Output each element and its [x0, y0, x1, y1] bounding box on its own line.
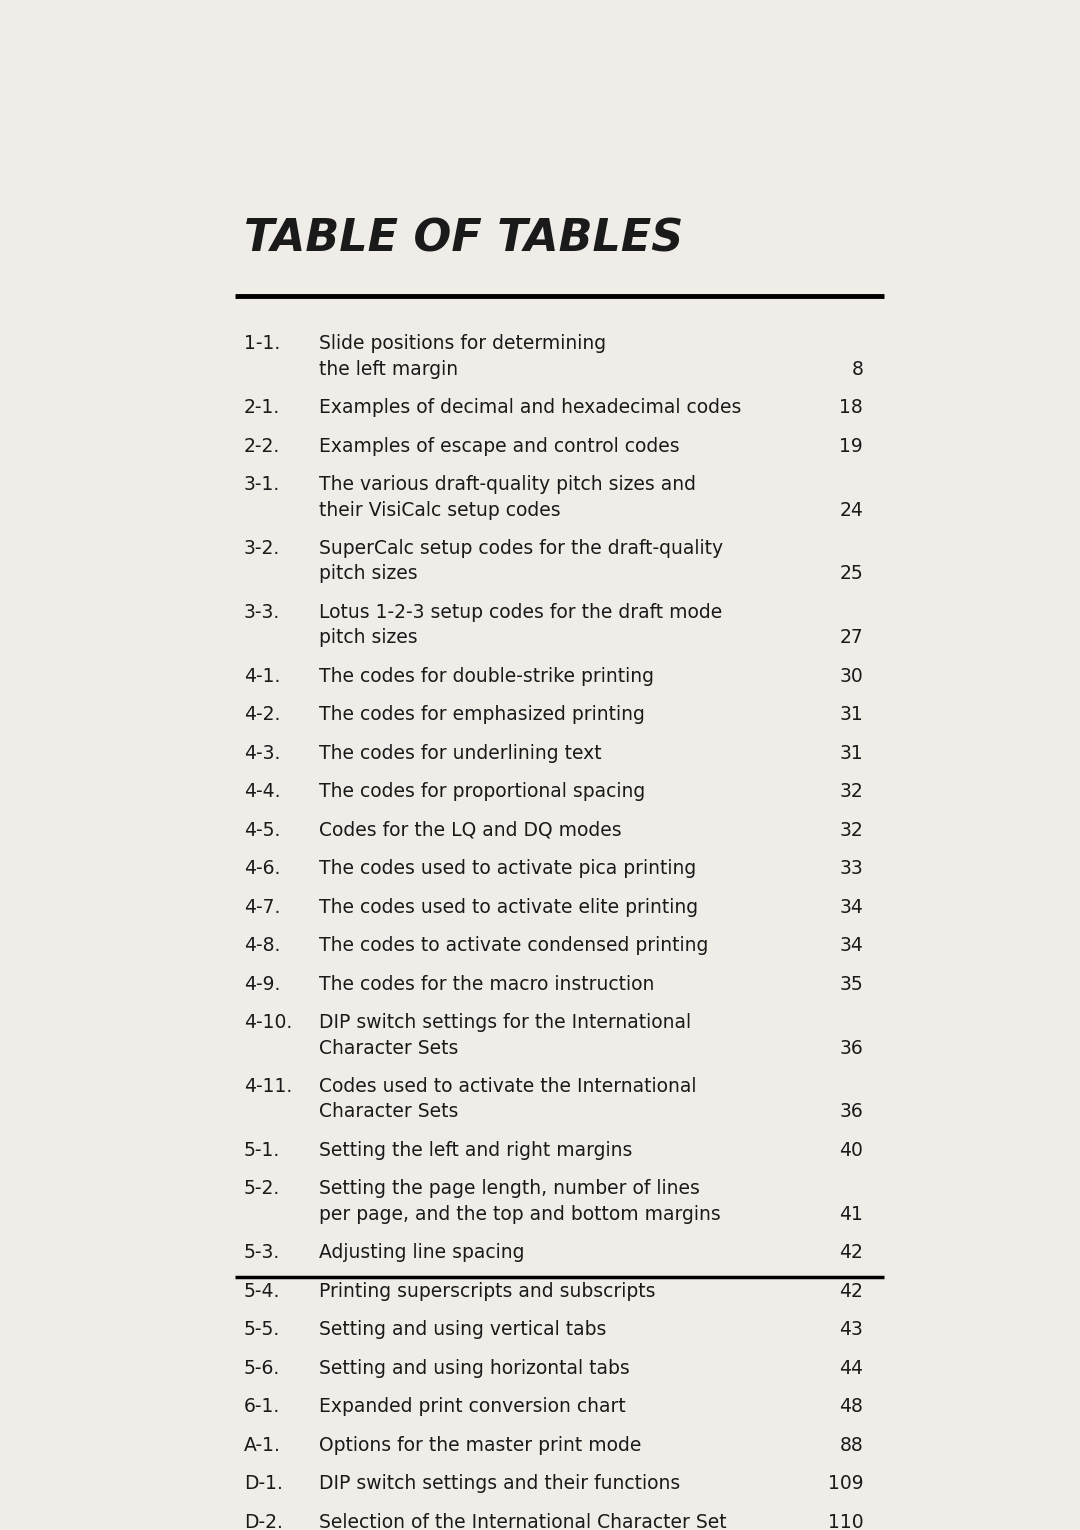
- Text: 19: 19: [839, 436, 863, 456]
- Text: Options for the master print mode: Options for the master print mode: [320, 1435, 642, 1455]
- Text: The codes to activate condensed printing: The codes to activate condensed printing: [320, 936, 708, 955]
- Text: Examples of decimal and hexadecimal codes: Examples of decimal and hexadecimal code…: [320, 398, 742, 418]
- Text: Character Sets: Character Sets: [320, 1039, 459, 1057]
- Text: Codes used to activate the International: Codes used to activate the International: [320, 1077, 697, 1095]
- Text: their VisiCalc setup codes: their VisiCalc setup codes: [320, 500, 561, 520]
- Text: D-1.: D-1.: [244, 1475, 283, 1493]
- Text: 4-8.: 4-8.: [244, 936, 280, 955]
- Text: 4-11.: 4-11.: [244, 1077, 292, 1095]
- Text: the left margin: the left margin: [320, 360, 458, 379]
- Text: D-2.: D-2.: [244, 1513, 283, 1530]
- Text: 41: 41: [839, 1204, 863, 1224]
- Text: 4-7.: 4-7.: [244, 898, 280, 916]
- Text: 5-3.: 5-3.: [244, 1244, 280, 1262]
- Text: DIP switch settings for the International: DIP switch settings for the Internationa…: [320, 1013, 691, 1033]
- Text: 8: 8: [851, 360, 863, 379]
- Text: 34: 34: [839, 936, 863, 955]
- Text: 48: 48: [839, 1397, 863, 1417]
- Text: 5-6.: 5-6.: [244, 1359, 280, 1377]
- Text: The codes used to activate pica printing: The codes used to activate pica printing: [320, 860, 697, 878]
- Text: 44: 44: [839, 1359, 863, 1377]
- Text: 3-3.: 3-3.: [244, 603, 280, 621]
- Text: 32: 32: [839, 782, 863, 802]
- Text: Setting and using horizontal tabs: Setting and using horizontal tabs: [320, 1359, 630, 1377]
- Text: A-1.: A-1.: [244, 1435, 281, 1455]
- Text: 88: 88: [839, 1435, 863, 1455]
- Text: 4-3.: 4-3.: [244, 744, 280, 763]
- Text: pitch sizes: pitch sizes: [320, 565, 418, 583]
- Text: 4-5.: 4-5.: [244, 820, 280, 840]
- Text: Setting and using vertical tabs: Setting and using vertical tabs: [320, 1320, 607, 1339]
- Text: The codes for double-strike printing: The codes for double-strike printing: [320, 667, 654, 685]
- Text: 4-2.: 4-2.: [244, 705, 280, 724]
- Text: Setting the page length, number of lines: Setting the page length, number of lines: [320, 1180, 700, 1198]
- Text: 27: 27: [839, 629, 863, 647]
- Text: pitch sizes: pitch sizes: [320, 629, 418, 647]
- Text: Lotus 1-2-3 setup codes for the draft mode: Lotus 1-2-3 setup codes for the draft mo…: [320, 603, 723, 621]
- Text: 33: 33: [839, 860, 863, 878]
- Text: 31: 31: [839, 744, 863, 763]
- Text: 35: 35: [839, 975, 863, 993]
- Text: 110: 110: [827, 1513, 863, 1530]
- Text: 36: 36: [839, 1103, 863, 1121]
- Text: 36: 36: [839, 1039, 863, 1057]
- Text: Expanded print conversion chart: Expanded print conversion chart: [320, 1397, 626, 1417]
- Text: Adjusting line spacing: Adjusting line spacing: [320, 1244, 525, 1262]
- Text: 3-1.: 3-1.: [244, 476, 280, 494]
- Text: 40: 40: [839, 1141, 863, 1160]
- Text: 109: 109: [827, 1475, 863, 1493]
- Text: Codes for the LQ and DQ modes: Codes for the LQ and DQ modes: [320, 820, 622, 840]
- Text: 5-1.: 5-1.: [244, 1141, 280, 1160]
- Text: The codes for proportional spacing: The codes for proportional spacing: [320, 782, 646, 802]
- Text: 31: 31: [839, 705, 863, 724]
- Text: 1-1.: 1-1.: [244, 335, 280, 353]
- Text: 4-6.: 4-6.: [244, 860, 280, 878]
- Text: Printing superscripts and subscripts: Printing superscripts and subscripts: [320, 1282, 656, 1300]
- Text: per page, and the top and bottom margins: per page, and the top and bottom margins: [320, 1204, 720, 1224]
- Text: 30: 30: [839, 667, 863, 685]
- Text: DIP switch settings and their functions: DIP switch settings and their functions: [320, 1475, 680, 1493]
- Text: Selection of the International Character Set: Selection of the International Character…: [320, 1513, 727, 1530]
- Text: 6-1.: 6-1.: [244, 1397, 280, 1417]
- Text: 3-2.: 3-2.: [244, 539, 280, 558]
- Text: The codes for the macro instruction: The codes for the macro instruction: [320, 975, 654, 993]
- Text: 42: 42: [839, 1282, 863, 1300]
- Text: Setting the left and right margins: Setting the left and right margins: [320, 1141, 633, 1160]
- Text: Examples of escape and control codes: Examples of escape and control codes: [320, 436, 679, 456]
- Text: 32: 32: [839, 820, 863, 840]
- Text: 4-1.: 4-1.: [244, 667, 280, 685]
- Text: Slide positions for determining: Slide positions for determining: [320, 335, 606, 353]
- Text: 25: 25: [839, 565, 863, 583]
- Text: The codes used to activate elite printing: The codes used to activate elite printin…: [320, 898, 699, 916]
- Text: 43: 43: [839, 1320, 863, 1339]
- Text: The various draft-quality pitch sizes and: The various draft-quality pitch sizes an…: [320, 476, 697, 494]
- Text: 4-4.: 4-4.: [244, 782, 281, 802]
- Text: The codes for underlining text: The codes for underlining text: [320, 744, 602, 763]
- Text: TABLE OF TABLES: TABLE OF TABLES: [244, 217, 683, 260]
- Text: 5-5.: 5-5.: [244, 1320, 280, 1339]
- Text: 4-10.: 4-10.: [244, 1013, 292, 1033]
- Text: 5-4.: 5-4.: [244, 1282, 280, 1300]
- Text: 42: 42: [839, 1244, 863, 1262]
- Text: 5-2.: 5-2.: [244, 1180, 280, 1198]
- Text: 2-1.: 2-1.: [244, 398, 280, 418]
- Text: 18: 18: [839, 398, 863, 418]
- Text: 24: 24: [839, 500, 863, 520]
- Text: 34: 34: [839, 898, 863, 916]
- Text: 4-9.: 4-9.: [244, 975, 280, 993]
- Text: Character Sets: Character Sets: [320, 1103, 459, 1121]
- Text: 2-2.: 2-2.: [244, 436, 280, 456]
- Text: SuperCalc setup codes for the draft-quality: SuperCalc setup codes for the draft-qual…: [320, 539, 724, 558]
- Text: The codes for emphasized printing: The codes for emphasized printing: [320, 705, 645, 724]
